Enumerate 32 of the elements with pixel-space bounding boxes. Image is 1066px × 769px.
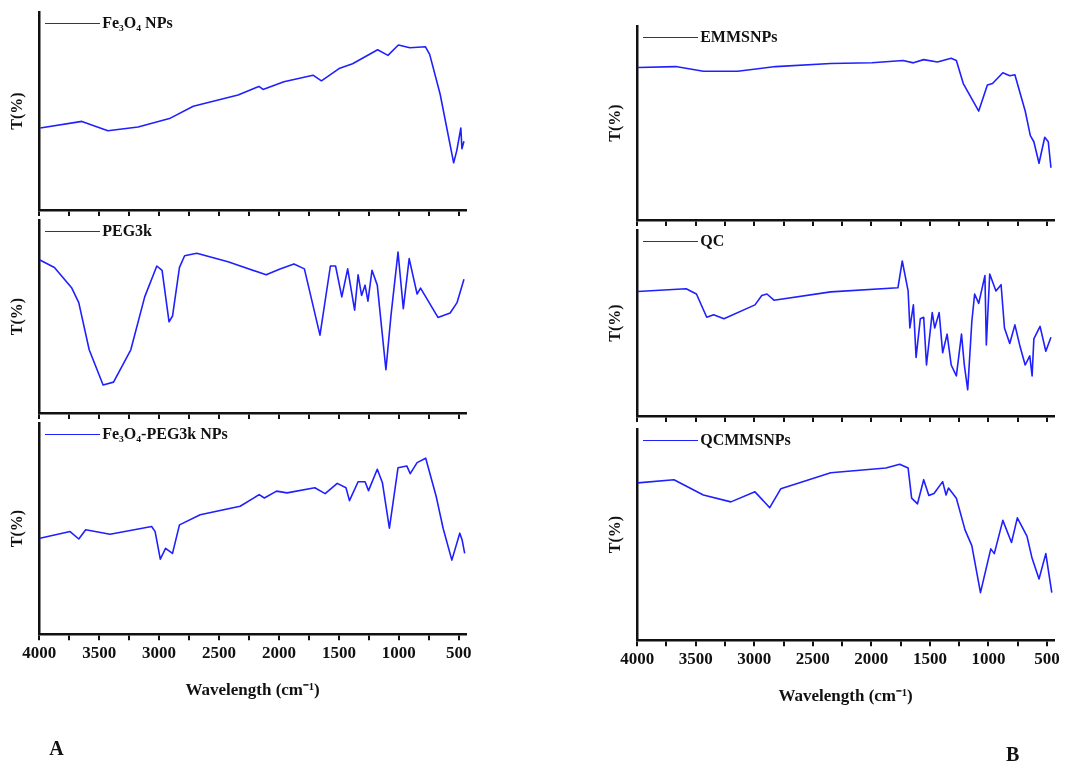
y-axis-title: T(%) <box>7 509 26 548</box>
legend-label: Fe₃O₄-PEG3k NPs <box>102 425 228 443</box>
x-tick-label: 2000 <box>854 648 889 668</box>
legend-label: QC <box>700 232 725 250</box>
y-axis-title: T(%) <box>7 92 26 130</box>
x-tick-label: 2500 <box>795 648 830 668</box>
legend-label: QCMMSNPs <box>700 431 791 449</box>
text: B <box>1006 743 1020 766</box>
x-tick-label: 1000 <box>381 642 416 662</box>
y-axis-title: T(%) <box>605 515 624 554</box>
x-axis-title: Wavelength (cm⁻¹) <box>778 686 913 706</box>
x-tick-label: 4000 <box>22 642 57 662</box>
x-tick-label: 4000 <box>620 648 655 668</box>
x-tick-label: 500 <box>446 642 472 662</box>
x-tick-label: 3000 <box>142 642 177 662</box>
x-tick-label: 2000 <box>261 642 296 662</box>
x-tick-label: 3000 <box>737 648 772 668</box>
x-tick-label: 1000 <box>971 648 1006 668</box>
x-axis-title: Wavelength (cm⁻¹) <box>185 680 320 700</box>
text: A <box>49 737 64 760</box>
legend-label: PEG3k <box>102 222 152 240</box>
x-tick-label: 3500 <box>82 642 117 662</box>
x-tick-label: 1500 <box>912 648 947 668</box>
x-tick-label: 1500 <box>321 642 356 662</box>
x-tick-label: 3500 <box>678 648 713 668</box>
y-axis-title: T(%) <box>605 104 624 142</box>
x-tick-label: 500 <box>1034 648 1060 668</box>
legend-label: Fe₃O₄ NPs <box>102 14 173 32</box>
y-axis-title: T(%) <box>7 297 26 336</box>
legend-label: EMMSNPs <box>700 28 778 46</box>
x-tick-label: 2500 <box>202 642 237 662</box>
y-axis-title: T(%) <box>605 304 624 342</box>
